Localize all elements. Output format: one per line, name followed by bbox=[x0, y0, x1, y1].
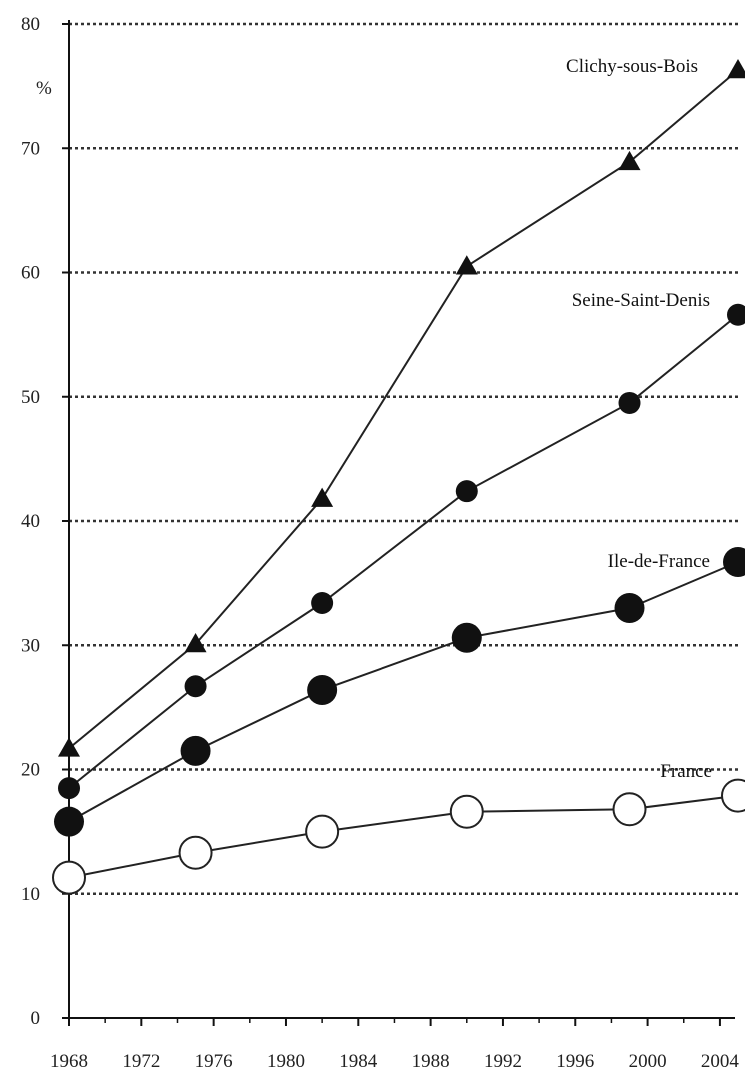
series-ile-de-france bbox=[54, 547, 745, 837]
triangle-marker bbox=[58, 737, 80, 757]
series-label: Clichy-sous-Bois bbox=[566, 56, 698, 77]
series-line bbox=[68, 313, 739, 789]
large-circle-marker bbox=[614, 592, 645, 623]
series-line bbox=[68, 794, 739, 879]
small-circle-marker bbox=[311, 592, 334, 615]
y-tick-label: 30 bbox=[21, 635, 40, 656]
series-label: France bbox=[660, 761, 712, 782]
x-tick-labels: 1968 1972 1976 1980 1984 1988 1992 1996 2000 2004 bbox=[50, 1018, 739, 1072]
small-circle-marker bbox=[455, 480, 478, 503]
series-group bbox=[52, 58, 745, 895]
series-clichy-sous-bois bbox=[58, 58, 745, 757]
y-tick-label: 50 bbox=[21, 387, 40, 408]
y-tick-label: 70 bbox=[21, 138, 40, 159]
x-tick-label: 2004 bbox=[701, 1051, 740, 1072]
small-circle-marker bbox=[727, 303, 745, 326]
series-seine-saint-denis bbox=[58, 303, 745, 800]
x-tick-label: 1968 bbox=[50, 1051, 88, 1072]
series-labels: Clichy-sous-Bois Seine-Saint-Denis Ile-de-… bbox=[566, 56, 712, 782]
large-circle-marker bbox=[180, 735, 211, 766]
y-tick-labels: 0 10 20 30 40 50 60 70 80 bbox=[21, 14, 69, 1029]
series-label: Ile-de-France bbox=[608, 551, 710, 572]
large-circle-marker bbox=[54, 806, 84, 837]
triangle-marker bbox=[184, 633, 207, 653]
x-tick-label: 1996 bbox=[556, 1051, 594, 1072]
open-circle-marker bbox=[449, 794, 484, 829]
series-label: Seine-Saint-Denis bbox=[572, 290, 710, 311]
x-tick-label: 1972 bbox=[122, 1051, 160, 1072]
y-axis-unit-label: % bbox=[36, 78, 52, 99]
series-line bbox=[68, 561, 739, 823]
y-tick-label: 40 bbox=[21, 511, 40, 532]
large-circle-marker bbox=[451, 622, 482, 653]
small-circle-marker bbox=[58, 777, 80, 800]
series-france bbox=[52, 778, 745, 895]
open-circle-marker bbox=[52, 860, 86, 895]
large-circle-marker bbox=[723, 547, 745, 577]
y-tick-label: 20 bbox=[21, 760, 40, 781]
open-circle-marker bbox=[612, 792, 647, 827]
open-circle-marker bbox=[305, 814, 340, 849]
y-tick-label: 0 bbox=[31, 1008, 41, 1029]
triangle-marker bbox=[727, 58, 745, 79]
large-circle-marker bbox=[307, 674, 338, 705]
small-circle-marker bbox=[184, 675, 207, 698]
open-circle-marker bbox=[178, 835, 213, 870]
open-circle-marker bbox=[721, 778, 745, 813]
x-tick-label: 1980 bbox=[267, 1051, 305, 1072]
x-tick-label: 1984 bbox=[339, 1051, 378, 1072]
triangle-marker bbox=[311, 487, 334, 507]
y-tick-label: 10 bbox=[21, 884, 40, 905]
axes bbox=[68, 20, 735, 1019]
y-tick-label: 80 bbox=[21, 14, 40, 35]
x-tick-label: 2000 bbox=[629, 1051, 667, 1072]
y-tick-label: 60 bbox=[21, 263, 40, 284]
small-circle-marker bbox=[618, 391, 641, 414]
x-tick-label: 1992 bbox=[484, 1051, 522, 1072]
x-tick-label: 1988 bbox=[412, 1051, 450, 1072]
x-tick-label: 1976 bbox=[195, 1051, 233, 1072]
triangle-marker bbox=[618, 150, 641, 171]
triangle-marker bbox=[455, 255, 478, 275]
series-line bbox=[68, 69, 739, 750]
